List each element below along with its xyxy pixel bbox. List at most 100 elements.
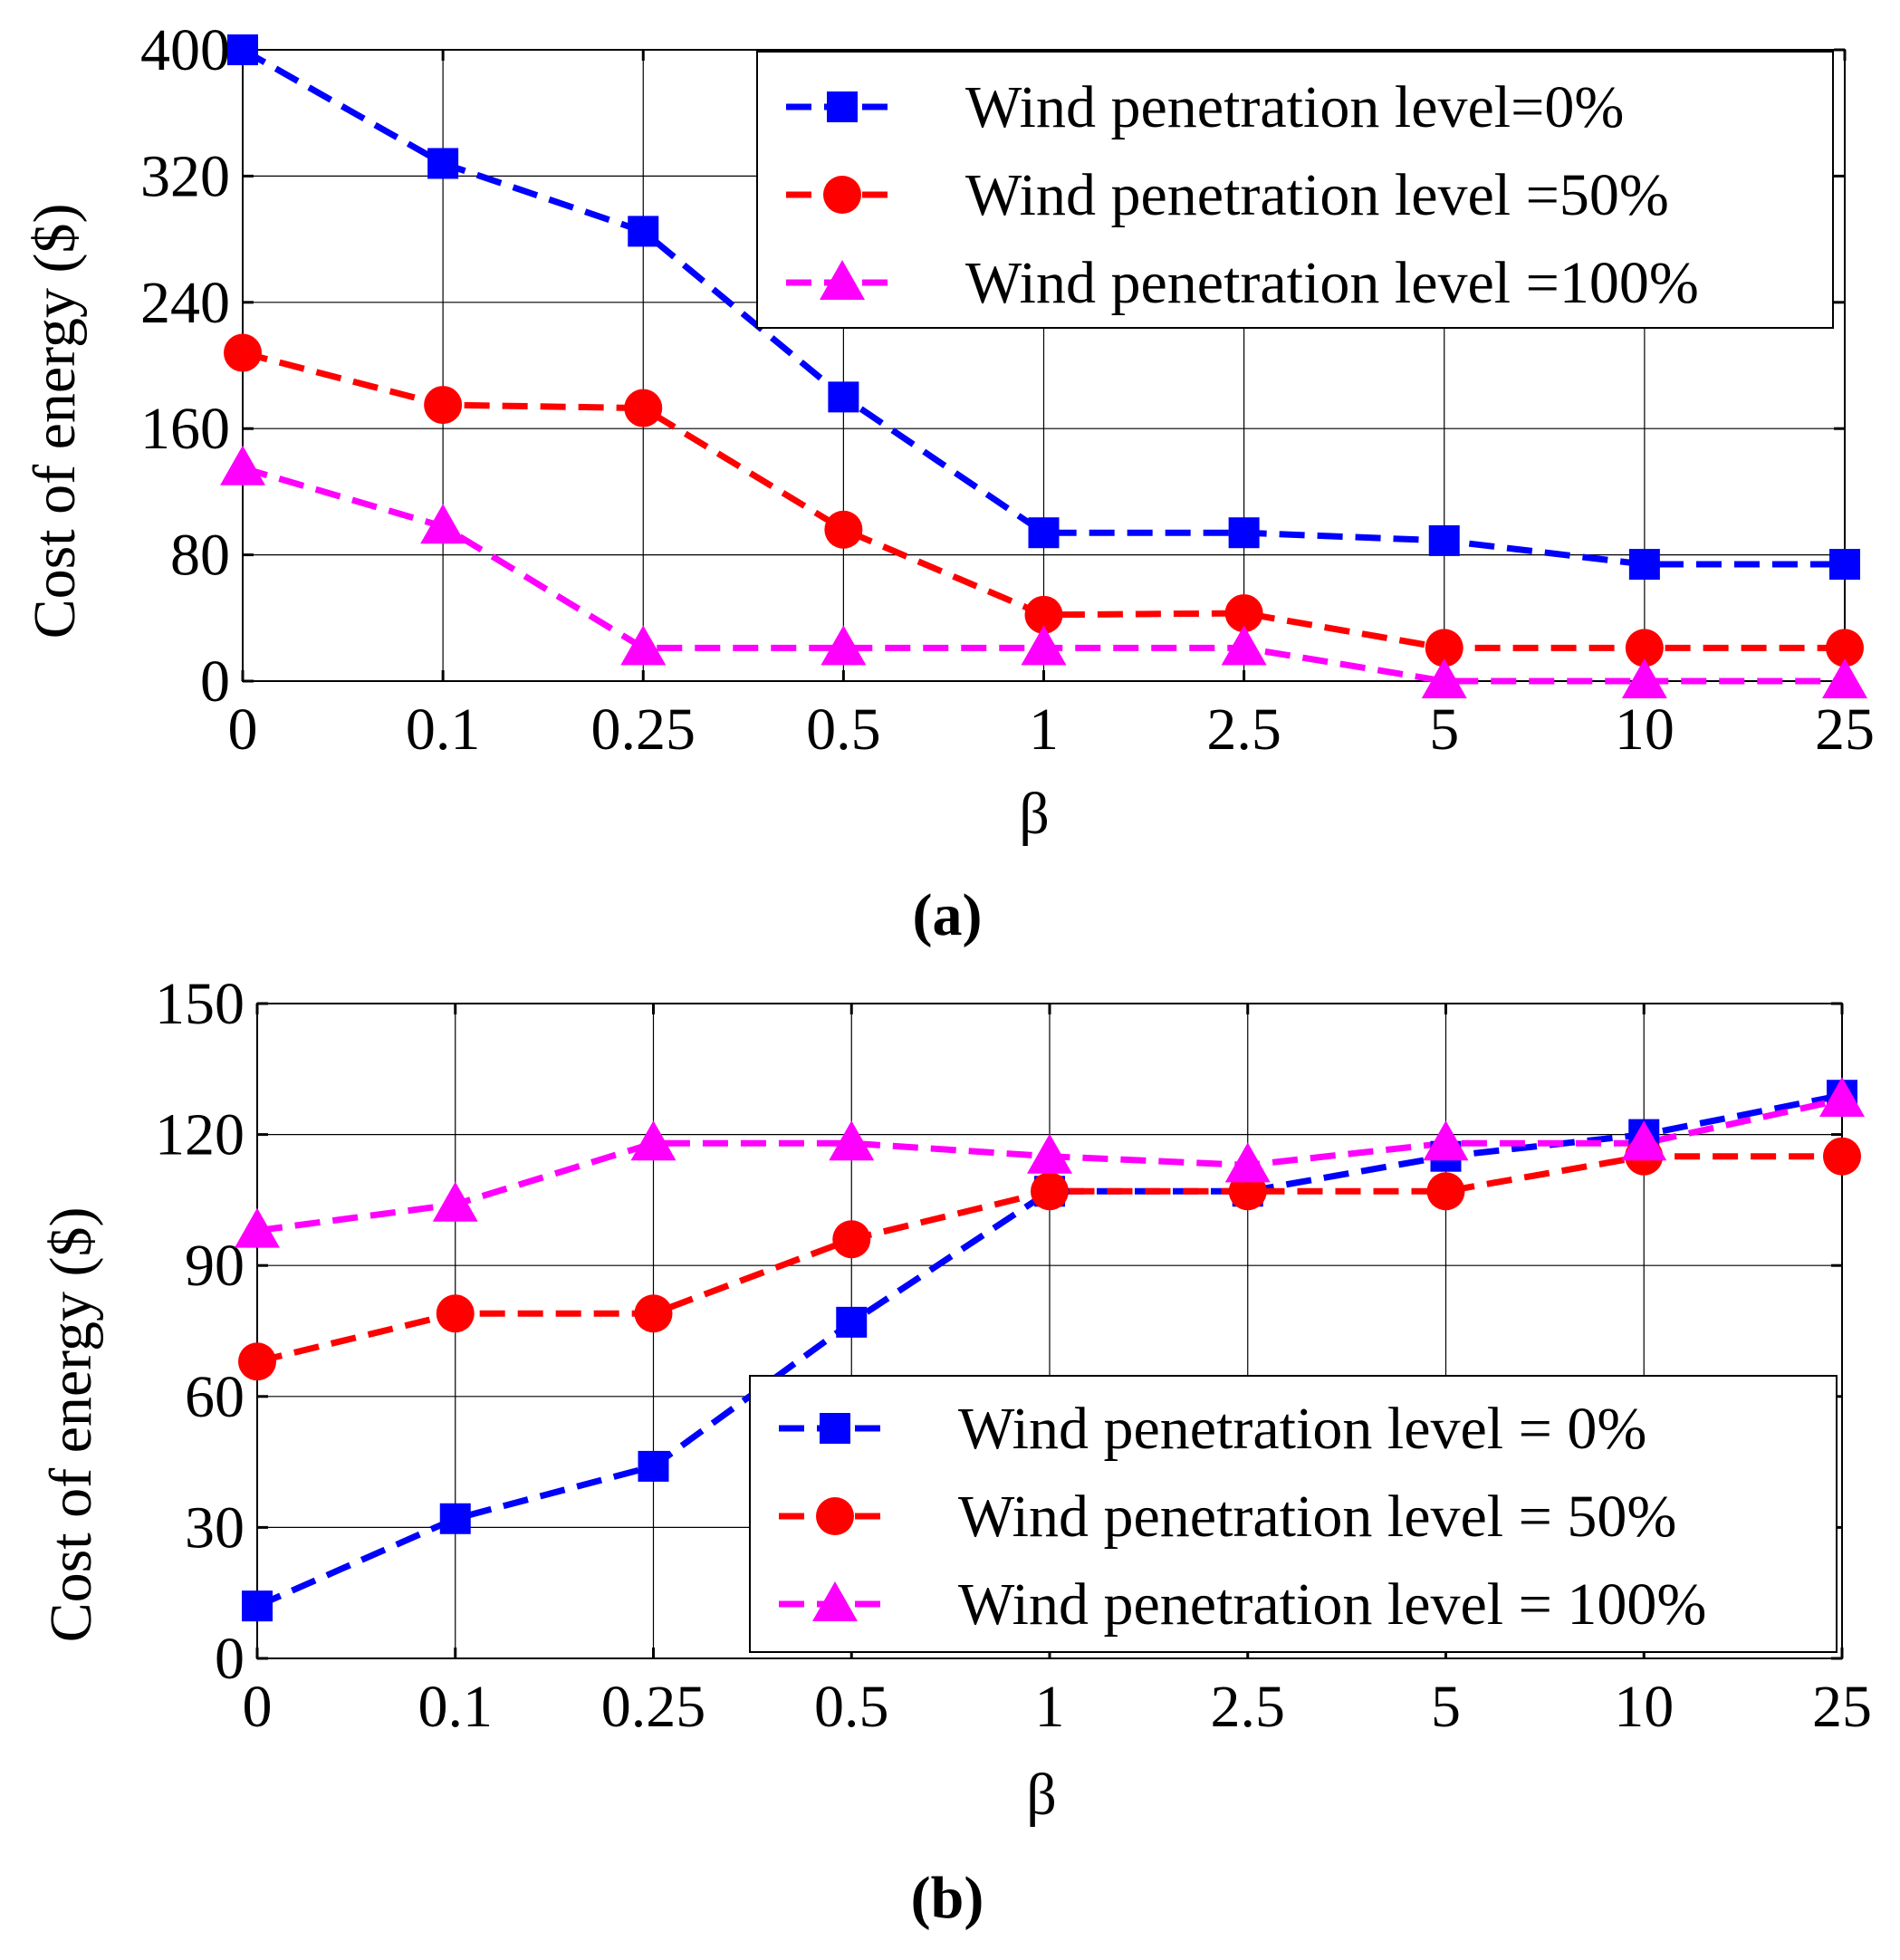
chart-a-series-2-point <box>420 504 466 544</box>
chart-a-series-2-point <box>620 625 667 666</box>
chart-b-x-tick-label: 2.5 <box>1211 1674 1286 1740</box>
chart-a-series <box>220 34 1867 698</box>
chart-b-legend-box <box>749 1375 1838 1653</box>
chart-b-legend-swatch-marker <box>816 1497 854 1535</box>
chart-b-series <box>235 1077 1865 1622</box>
chart-b-y-tick-label: 120 <box>155 1102 245 1168</box>
chart-a-series-0-point <box>227 34 258 65</box>
chart-b-legend-label: Wind penetration level = 100% <box>958 1571 1706 1638</box>
chart-a-series-1-point <box>1625 629 1664 668</box>
chart-b-series-2-point <box>235 1207 280 1248</box>
chart-b-series-0-point <box>836 1306 868 1338</box>
chart-a-series-1-point <box>224 333 262 372</box>
chart-b-x-tick-label: 0 <box>243 1674 273 1740</box>
chart-a-series-0-point <box>1228 517 1260 549</box>
chart-b-ticks: 0 0.1 0.25 0.5 1 2.5 5 10 25 0 30 60 90 120 150 <box>155 971 1872 1740</box>
chart-b-legend-swatch-marker <box>812 1581 858 1621</box>
chart-b-series-0-point <box>439 1503 471 1534</box>
chart-b-x-tick-label: 10 <box>1614 1674 1674 1740</box>
chart-b-series-1-point <box>634 1294 673 1333</box>
chart-b-series-1-point <box>436 1294 475 1333</box>
chart-b-series-1-point <box>1426 1172 1465 1211</box>
chart-a-y-tick-label: 160 <box>140 396 230 462</box>
chart-a-series-1-point <box>1024 595 1063 634</box>
chart-a-ticks: 0 0.1 0.25 0.5 1 2.5 5 10 25 0 80 160 240 320 400 <box>140 17 1875 763</box>
chart-a-y-axis-title: Cost of energy ($) <box>22 204 88 639</box>
chart-a-y-tick-label: 400 <box>140 17 230 83</box>
chart-a-y-tick-label: 0 <box>200 649 230 715</box>
chart-a-series-2-point <box>820 625 867 666</box>
chart-b-series-2-point <box>1819 1077 1865 1118</box>
chart-a-x-axis-title: β <box>1019 781 1050 847</box>
chart-b-series-2-point <box>829 1120 875 1161</box>
chart-b-series-2-point <box>1621 1120 1667 1161</box>
chart-a-x-tick-label: 5 <box>1429 697 1459 763</box>
chart-b-series-1-point <box>1823 1137 1861 1176</box>
chart-a-series-1-point <box>1224 594 1263 633</box>
chart-b-x-tick-label: 0.1 <box>418 1674 494 1740</box>
chart-b-y-tick-label: 60 <box>185 1364 245 1430</box>
chart-b-legend-swatch-marker <box>820 1413 850 1444</box>
chart-a-legend-swatch-marker <box>827 91 858 122</box>
chart-b-y-tick-label: 0 <box>215 1626 245 1692</box>
chart-b-caption: (b) <box>911 1865 984 1931</box>
chart-b-y-tick-label: 30 <box>185 1494 245 1561</box>
chart-a-legend-box <box>756 51 1834 329</box>
chart-b-series-2-point <box>432 1181 478 1222</box>
chart-a-series-0-point <box>427 148 459 179</box>
chart-b-series-line-0 <box>255 1091 1843 1609</box>
chart-a-x-tick-label: 25 <box>1815 697 1875 763</box>
chart-b-x-tick-label: 25 <box>1812 1674 1872 1740</box>
chart-a-series-0-point <box>1628 549 1660 581</box>
chart-a-series-0-point <box>1028 517 1060 549</box>
chart-a-legend: Wind penetration level=0% Wind penetratio… <box>756 51 1834 329</box>
chart-a-series-1-point <box>1425 629 1463 668</box>
chart-a-x-tick-label: 0.5 <box>806 697 881 763</box>
chart-b-x-tick-label: 0.25 <box>601 1674 706 1740</box>
chart-a-series-0-point <box>1829 549 1860 581</box>
chart-a: 0 0.1 0.25 0.5 1 2.5 5 10 25 0 80 160 240 320 400 Cost… <box>22 17 1875 948</box>
chart-b-x-tick-label: 0.5 <box>814 1674 889 1740</box>
chart-b-x-axis-title: β <box>1026 1762 1057 1828</box>
chart-b-y-axis-title: Cost of energy ($) <box>38 1207 104 1643</box>
chart-b-x-tick-label: 1 <box>1035 1674 1065 1740</box>
chart-a-series-2-point <box>220 445 265 485</box>
chart-a-series-2-point <box>1822 658 1867 698</box>
chart-a-series-2-point <box>1421 658 1467 698</box>
chart-a-x-tick-label: 0.25 <box>591 697 696 763</box>
chart-b-y-tick-label: 150 <box>155 971 245 1037</box>
chart-a-x-tick-label: 1 <box>1029 697 1059 763</box>
chart-b-legend-label: Wind penetration level = 0% <box>958 1396 1646 1462</box>
chart-b-series-2-point <box>630 1120 677 1161</box>
chart-a-series-2-point <box>1021 625 1067 666</box>
chart-a-x-tick-label: 2.5 <box>1206 697 1281 763</box>
chart-a-series-1-point <box>824 510 863 549</box>
chart-a-series-2-point <box>1621 658 1667 698</box>
chart-a-series-1-point <box>624 389 663 428</box>
chart-a-x-tick-label: 0 <box>228 697 258 763</box>
chart-b-series-2-point <box>1423 1120 1469 1161</box>
chart-b-series-1-point <box>1031 1172 1069 1211</box>
chart-b-series-0-point <box>638 1450 669 1482</box>
chart-a-x-tick-label: 0.1 <box>406 697 481 763</box>
chart-a-series-1-point <box>1826 629 1864 668</box>
chart-b-series-1-point <box>832 1220 871 1259</box>
chart-b-series-0-point <box>242 1590 273 1622</box>
chart-a-series-2-point <box>1221 625 1267 666</box>
chart-a-legend-label: Wind penetration level =50% <box>965 162 1669 228</box>
chart-a-series-0-point <box>828 381 859 413</box>
chart-a-legend-swatch-marker <box>823 176 861 214</box>
chart-b-series-1-point <box>238 1342 276 1381</box>
chart-a-series-1-point <box>424 386 463 425</box>
chart-b-series-2-point <box>1224 1142 1271 1183</box>
chart-a-legend-label: Wind penetration level=0% <box>965 74 1624 140</box>
chart-b-y-tick-label: 90 <box>185 1233 245 1299</box>
chart-a-series-0-point <box>1428 524 1460 556</box>
chart-a-y-tick-label: 320 <box>140 143 230 209</box>
chart-a-series-0-point <box>628 216 659 247</box>
chart-a-y-tick-label: 240 <box>140 270 230 336</box>
chart-b-x-tick-label: 5 <box>1431 1674 1461 1740</box>
chart-a-caption: (a) <box>913 882 983 948</box>
chart-a-x-tick-label: 10 <box>1615 697 1674 763</box>
